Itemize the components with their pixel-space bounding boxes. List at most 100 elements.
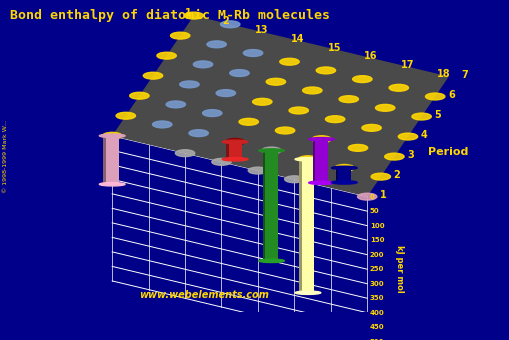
Ellipse shape	[388, 84, 408, 91]
Text: 14: 14	[291, 34, 304, 44]
Text: 250: 250	[369, 266, 383, 272]
Ellipse shape	[338, 96, 358, 103]
Text: 3: 3	[406, 150, 413, 160]
Ellipse shape	[411, 113, 431, 120]
Polygon shape	[301, 159, 314, 293]
Ellipse shape	[398, 133, 417, 140]
Ellipse shape	[222, 140, 247, 143]
Ellipse shape	[258, 149, 284, 152]
Text: 17: 17	[400, 60, 413, 70]
Ellipse shape	[152, 121, 172, 128]
Polygon shape	[312, 139, 315, 183]
Text: www.webelements.com: www.webelements.com	[139, 290, 268, 300]
Ellipse shape	[352, 76, 371, 83]
Ellipse shape	[266, 78, 285, 85]
Ellipse shape	[220, 21, 239, 28]
Ellipse shape	[279, 58, 299, 65]
Ellipse shape	[295, 291, 320, 294]
Ellipse shape	[308, 137, 334, 141]
Polygon shape	[112, 16, 448, 197]
Text: 2: 2	[393, 170, 400, 180]
Text: Bond enthalpy of diatomic M-Rb molecules: Bond enthalpy of diatomic M-Rb molecules	[10, 10, 329, 22]
Ellipse shape	[230, 70, 249, 77]
Polygon shape	[103, 136, 105, 184]
Ellipse shape	[284, 176, 303, 183]
Ellipse shape	[216, 90, 235, 97]
Text: 350: 350	[369, 295, 383, 301]
Text: 18: 18	[436, 69, 449, 79]
Ellipse shape	[334, 165, 353, 171]
Text: 2: 2	[221, 17, 228, 27]
Ellipse shape	[225, 138, 244, 145]
Ellipse shape	[361, 124, 381, 131]
Text: 16: 16	[363, 51, 377, 61]
Ellipse shape	[261, 147, 280, 154]
Ellipse shape	[295, 157, 320, 161]
Ellipse shape	[193, 61, 212, 68]
Ellipse shape	[99, 183, 125, 186]
Ellipse shape	[175, 150, 194, 157]
Text: 1: 1	[185, 8, 192, 18]
Text: 0: 0	[369, 194, 374, 200]
Ellipse shape	[170, 32, 189, 39]
Polygon shape	[105, 136, 119, 184]
Ellipse shape	[289, 107, 308, 114]
Polygon shape	[265, 151, 277, 261]
Ellipse shape	[129, 92, 149, 99]
Text: 150: 150	[369, 237, 383, 243]
Ellipse shape	[316, 67, 335, 74]
Text: 450: 450	[369, 324, 384, 330]
Text: 300: 300	[369, 281, 384, 287]
Polygon shape	[112, 136, 366, 340]
Ellipse shape	[243, 50, 262, 56]
Text: 1: 1	[379, 190, 386, 200]
Ellipse shape	[184, 12, 203, 19]
Ellipse shape	[348, 144, 367, 151]
Ellipse shape	[357, 193, 376, 200]
Text: 4: 4	[420, 130, 427, 140]
Text: © 1998-1999 Mark W...: © 1998-1999 Mark W...	[3, 119, 8, 193]
Ellipse shape	[143, 72, 162, 79]
Ellipse shape	[202, 110, 221, 117]
Ellipse shape	[116, 112, 135, 119]
Text: 400: 400	[369, 310, 384, 316]
Polygon shape	[337, 168, 350, 183]
Ellipse shape	[248, 167, 267, 174]
Ellipse shape	[425, 93, 444, 100]
Text: 50: 50	[369, 208, 379, 214]
Ellipse shape	[189, 130, 208, 137]
Text: 15: 15	[327, 42, 341, 53]
Ellipse shape	[252, 98, 271, 105]
Ellipse shape	[99, 134, 125, 137]
Ellipse shape	[275, 127, 294, 134]
Text: 500: 500	[369, 339, 383, 340]
Ellipse shape	[166, 101, 185, 108]
Ellipse shape	[179, 81, 199, 88]
Polygon shape	[335, 168, 337, 183]
Ellipse shape	[222, 157, 247, 161]
Ellipse shape	[384, 153, 403, 160]
Text: 7: 7	[461, 70, 467, 80]
Ellipse shape	[211, 158, 231, 165]
Polygon shape	[226, 142, 228, 159]
Ellipse shape	[331, 166, 356, 170]
Ellipse shape	[239, 118, 258, 125]
Text: 200: 200	[369, 252, 383, 258]
Ellipse shape	[102, 132, 122, 139]
Text: Period: Period	[427, 147, 467, 157]
Polygon shape	[299, 159, 301, 293]
Ellipse shape	[298, 156, 317, 163]
Ellipse shape	[375, 104, 394, 111]
Text: 5: 5	[434, 110, 440, 120]
Ellipse shape	[371, 173, 390, 180]
Text: 100: 100	[369, 223, 384, 229]
Ellipse shape	[302, 87, 321, 94]
Text: kJ per mol: kJ per mol	[394, 245, 404, 293]
Ellipse shape	[308, 181, 334, 184]
Ellipse shape	[311, 136, 330, 142]
Ellipse shape	[258, 259, 284, 262]
Ellipse shape	[207, 41, 226, 48]
Text: 13: 13	[254, 25, 268, 35]
Ellipse shape	[331, 181, 356, 184]
Polygon shape	[315, 139, 327, 183]
